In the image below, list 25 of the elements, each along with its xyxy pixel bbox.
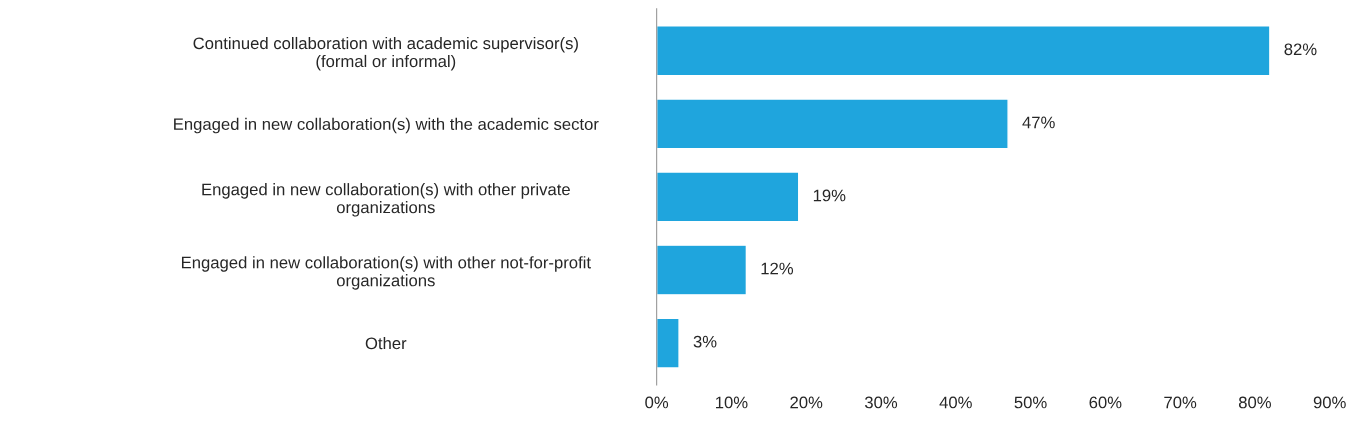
bar xyxy=(656,244,748,296)
bar xyxy=(656,25,1271,77)
x-tick-label: 0% xyxy=(645,396,669,409)
x-tick-label: 40% xyxy=(939,396,972,409)
x-tick-label: 20% xyxy=(790,396,823,409)
data-label: 3% xyxy=(693,335,717,348)
data-label: 19% xyxy=(813,189,846,202)
x-tick-label: 90% xyxy=(1313,396,1346,409)
data-label: 12% xyxy=(761,262,794,275)
y-tick-label: Continued collaboration with academic supervisor(s) (formal or informal) xyxy=(193,36,578,71)
data-label: 47% xyxy=(1022,116,1055,129)
x-tick-label: 30% xyxy=(864,396,898,409)
x-tick-label: 10% xyxy=(716,396,748,409)
y-tick-label: Other xyxy=(365,337,407,350)
data-label: 82% xyxy=(1284,43,1317,56)
bar xyxy=(656,317,680,369)
x-tick-label: 60% xyxy=(1089,396,1122,409)
x-tick-label: 50% xyxy=(1014,396,1047,409)
bar xyxy=(656,171,800,223)
x-tick-label: 70% xyxy=(1164,396,1197,409)
y-tick-label: Engaged in new collaboration(s) with other private organizations xyxy=(202,183,570,217)
bar xyxy=(656,98,1009,150)
y-tick-label: Engaged in new collaboration(s) with other not-for-profit organizations xyxy=(181,256,591,290)
y-tick-label: Engaged in new collaboration(s) with the academic sector xyxy=(174,117,599,134)
x-tick-label: 80% xyxy=(1238,396,1271,409)
